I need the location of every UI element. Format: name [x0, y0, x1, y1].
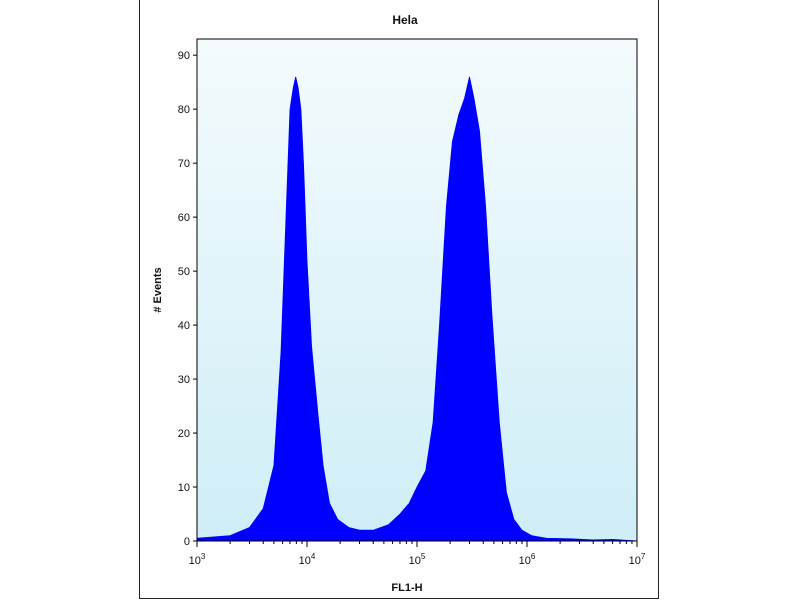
y-tick-label: 70 — [178, 158, 190, 170]
chart-title: Hela — [392, 13, 418, 27]
y-axis: 0 10 20 30 40 50 60 70 80 90 — [178, 50, 197, 548]
x-axis: 103 104 105 106 107 — [189, 541, 646, 567]
y-tick-label: 90 — [178, 50, 190, 62]
y-axis-title: # Events — [152, 267, 164, 312]
y-tick-label: 80 — [178, 104, 190, 116]
y-tick-label: 60 — [178, 212, 190, 224]
x-axis-title: FL1-H — [391, 582, 422, 594]
x-tick-label: 105 — [409, 552, 426, 567]
y-tick-label: 0 — [184, 536, 190, 548]
y-tick-label: 30 — [178, 374, 190, 386]
y-tick-label: 40 — [178, 320, 190, 332]
y-tick-label: 50 — [178, 266, 190, 278]
x-tick-label: 104 — [299, 552, 316, 567]
plot-area — [197, 39, 637, 541]
y-tick-label: 20 — [178, 428, 190, 440]
x-tick-label: 106 — [519, 552, 536, 567]
x-tick-label: 107 — [629, 552, 646, 567]
histogram-area — [196, 76, 638, 542]
y-tick-label: 10 — [178, 482, 190, 494]
x-tick-label: 103 — [189, 552, 206, 567]
